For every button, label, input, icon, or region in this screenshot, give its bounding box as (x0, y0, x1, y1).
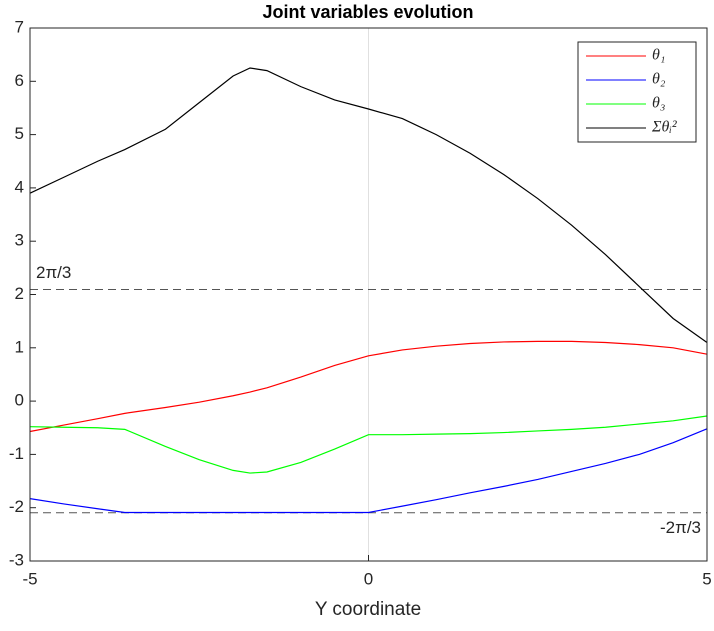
legend-label: θ₂ (652, 71, 666, 88)
x-tick-label: 0 (364, 569, 373, 588)
x-tick-label: 5 (702, 569, 711, 588)
y-tick-label: 2 (15, 284, 24, 303)
y-tick-label: 3 (15, 231, 24, 250)
x-tick-label: -5 (22, 569, 37, 588)
y-tick-label: 4 (15, 177, 24, 196)
y-tick-label: 6 (15, 71, 24, 90)
legend-label: θ₃ (652, 95, 665, 112)
y-tick-label: 7 (15, 17, 24, 36)
y-tick-label: -2 (9, 497, 24, 516)
y-tick-label: -3 (9, 550, 24, 569)
y-tick-label: -1 (9, 444, 24, 463)
plot-frame (29, 27, 708, 562)
series-line (29, 67, 708, 343)
x-axis-label: Y coordinate (315, 599, 421, 620)
reference-label: 2π/3 (36, 263, 71, 282)
series-line (29, 340, 708, 433)
legend-label: Σθᵢ² (651, 119, 678, 136)
legend-box (577, 41, 697, 143)
reference-label: -2π/3 (660, 518, 701, 537)
y-tick-label: 1 (15, 337, 24, 356)
y-tick-label: 0 (15, 391, 24, 410)
y-tick-label: 5 (15, 124, 24, 143)
legend-label: θ₁ (652, 47, 665, 64)
series-line (29, 415, 708, 474)
series-line (29, 428, 708, 514)
chart-title: Joint variables evolution (262, 2, 473, 22)
